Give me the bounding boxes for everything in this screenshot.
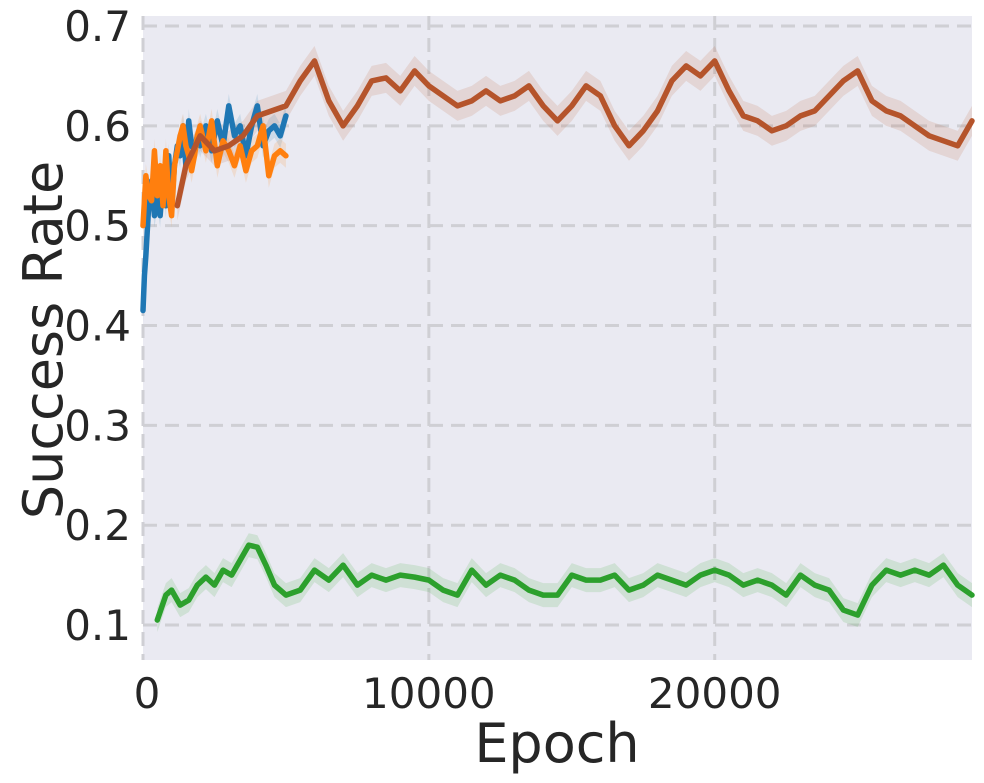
- y-tick-labels: 0.1 0.2 0.3 0.4 0.5 0.6 0.7: [64, 2, 131, 650]
- x-axis-label: Epoch: [474, 712, 639, 775]
- x-tick-label: 20000: [648, 669, 782, 718]
- series-2-line: [140, 118, 289, 229]
- series-3-band: [177, 45, 972, 221]
- x-tick-label: 10000: [362, 669, 496, 718]
- y-axis-label: Success Rate: [12, 161, 75, 519]
- y-tick-label: 0.6: [64, 102, 131, 151]
- series-4-line: [154, 542, 975, 623]
- y-tick-label: 0.2: [64, 501, 131, 550]
- x-tick-labels: 0 10000 20000: [134, 669, 782, 718]
- y-tick-label: 0.5: [64, 202, 131, 251]
- y-tick-label: 0.4: [64, 302, 131, 351]
- y-tick-label: 0.1: [64, 601, 131, 650]
- series-lines: [140, 58, 975, 623]
- series-3-line: [174, 58, 975, 209]
- y-tick-label: 0.3: [64, 401, 131, 450]
- y-tick-label: 0.7: [64, 2, 131, 51]
- x-tick-label: 0: [134, 669, 161, 718]
